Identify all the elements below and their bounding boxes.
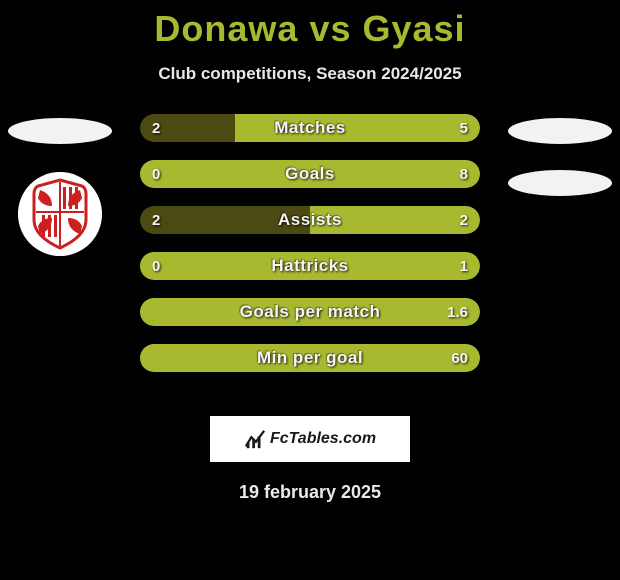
player-badge-placeholder [508,170,612,196]
stat-label: Goals [140,160,480,188]
chart-icon [244,428,266,450]
stat-label: Min per goal [140,344,480,372]
subtitle: Club competitions, Season 2024/2025 [0,64,620,84]
stat-label: Matches [140,114,480,142]
player-badge-placeholder [508,118,612,144]
stat-bars: 25Matches 08Goals 22Assists 01Hattricks 1.6G… [140,114,480,372]
page-title: Donawa vs Gyasi [0,0,620,50]
right-player-column [500,114,620,196]
shield-icon [18,172,102,256]
stat-label: Hattricks [140,252,480,280]
stat-bar: 22Assists [140,206,480,234]
stat-bar: 01Hattricks [140,252,480,280]
stat-bar: 1.6Goals per match [140,298,480,326]
attribution-text: FcTables.com [270,430,376,448]
date-text: 19 february 2025 [0,482,620,503]
stat-label: Goals per match [140,298,480,326]
comparison-area: 25Matches 08Goals 22Assists 01Hattricks 1.6G… [0,114,620,394]
attribution-box: FcTables.com [210,416,410,462]
stat-label: Assists [140,206,480,234]
stat-bar: 60Min per goal [140,344,480,372]
left-player-column [0,114,120,256]
club-crest [18,172,102,256]
stat-bar: 25Matches [140,114,480,142]
player-badge-placeholder [8,118,112,144]
stat-bar: 08Goals [140,160,480,188]
